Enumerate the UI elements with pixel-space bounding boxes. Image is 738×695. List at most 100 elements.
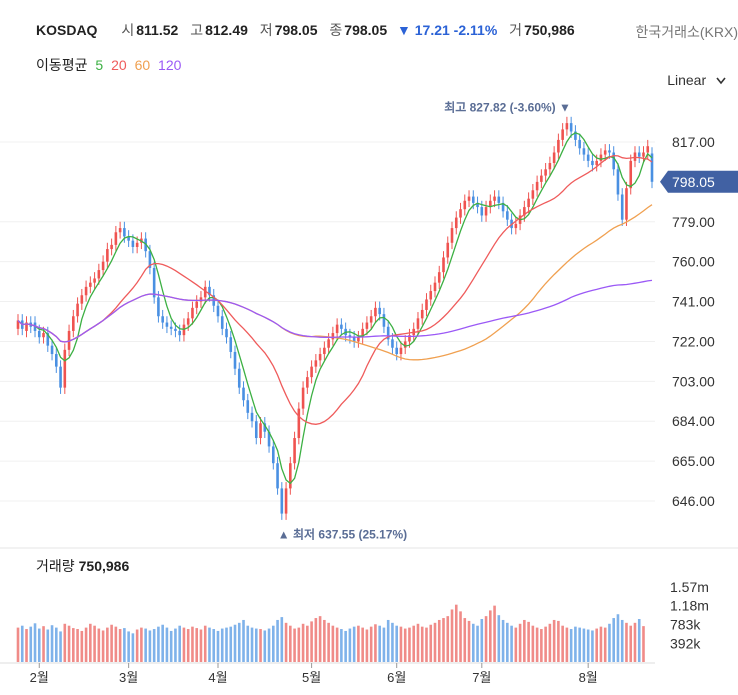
volume-bar [50, 625, 54, 662]
volume-bar [259, 629, 262, 662]
volume-bar [42, 626, 45, 662]
volume-bar [565, 627, 569, 662]
candle-body [386, 326, 390, 340]
candle-body [365, 322, 369, 329]
candle-body [599, 154, 603, 161]
volume-bar [233, 624, 237, 662]
volume-bar [267, 628, 271, 662]
volume-bar [331, 625, 335, 662]
volume-bar [374, 624, 377, 662]
volume-bar [272, 625, 275, 662]
candle-body [54, 354, 58, 367]
volume-bar [480, 619, 484, 662]
candle-body [527, 198, 530, 208]
volume-tick-label: 392k [670, 635, 701, 651]
candle-body [301, 387, 305, 409]
volume-panel-value: 750,986 [78, 558, 130, 574]
ma-legend[interactable]: 이동평균 5 20 60 120 [36, 55, 185, 75]
volume-bar [89, 623, 92, 662]
volume-bar [186, 629, 190, 662]
volume-bar [63, 623, 67, 662]
last-price-label: 798.05 [672, 174, 715, 190]
candle-body [259, 423, 262, 439]
volume-bar [216, 630, 220, 662]
candle-body [314, 360, 318, 367]
candle-body [450, 228, 454, 243]
volume-bar [323, 619, 326, 662]
candle-body [420, 309, 424, 319]
volume-bar [633, 622, 637, 662]
close-label: 종 [329, 22, 343, 38]
candle-body [501, 202, 505, 212]
volume-bar [182, 627, 186, 662]
volume-bar [561, 625, 564, 662]
candle-body [416, 318, 420, 329]
volume-bar [212, 629, 216, 662]
candle-body [93, 278, 96, 283]
candle-body [506, 211, 509, 220]
candle-body [106, 249, 109, 262]
candle-body [361, 328, 364, 338]
volume-bar [335, 627, 339, 662]
ma60-label: 60 [134, 57, 151, 73]
candle-body [37, 330, 41, 338]
volume-bar [642, 626, 645, 662]
candle-body [174, 328, 177, 331]
ma120-line [17, 279, 653, 343]
volume-bar [46, 629, 50, 662]
volume-bar [476, 625, 479, 662]
volume-bar [420, 626, 424, 662]
volume-bar [289, 625, 292, 662]
volume-bar [437, 619, 441, 662]
volume-bar [16, 627, 20, 662]
candle-body [84, 286, 88, 296]
volume-bar [123, 628, 126, 662]
volume-bar [599, 626, 603, 662]
candle-body [127, 236, 130, 241]
ma120-label: 120 [158, 57, 182, 73]
volume-bar [127, 631, 130, 662]
volume-tick-label: 1.18m [670, 598, 709, 614]
candle-body [531, 190, 535, 199]
volume-bar [450, 609, 454, 662]
volume-bar [506, 622, 509, 662]
candle-body [493, 196, 496, 201]
candle-body [633, 152, 637, 161]
price-tick-label: 665.00 [672, 453, 715, 469]
volume-bar [489, 610, 492, 662]
volume-bar [157, 626, 160, 662]
volume-bar [327, 622, 330, 662]
candle-body [208, 286, 211, 296]
volume-bar [165, 627, 169, 662]
candle-body [216, 305, 220, 317]
volume-bar [361, 627, 364, 662]
volume-bar [459, 611, 462, 662]
candle-body [552, 152, 556, 163]
volume-bar [284, 622, 288, 662]
candle-body [242, 387, 245, 401]
candle-body [203, 286, 207, 298]
volume-bar [110, 624, 113, 662]
price-tick-label: 646.00 [672, 493, 715, 509]
candle-body [616, 169, 620, 195]
candle-body [429, 291, 433, 300]
candle-body [548, 162, 552, 170]
volume-bar [169, 630, 173, 662]
candle-body [101, 261, 105, 271]
candle-body [157, 297, 160, 317]
candle-body [535, 181, 539, 191]
month-label: 4월 [208, 670, 227, 685]
candle-body [369, 316, 373, 323]
volume-bar [76, 629, 79, 662]
scale-selector[interactable]: Linear [667, 72, 726, 88]
candle-body [254, 421, 258, 439]
candle-body [246, 400, 250, 413]
volume-bar [352, 626, 356, 662]
ma5-line [17, 132, 653, 485]
candle-body [191, 307, 194, 319]
candle-body [42, 333, 45, 338]
candle-body [514, 223, 518, 229]
volume-bar [178, 625, 181, 662]
candle-body [463, 200, 467, 210]
